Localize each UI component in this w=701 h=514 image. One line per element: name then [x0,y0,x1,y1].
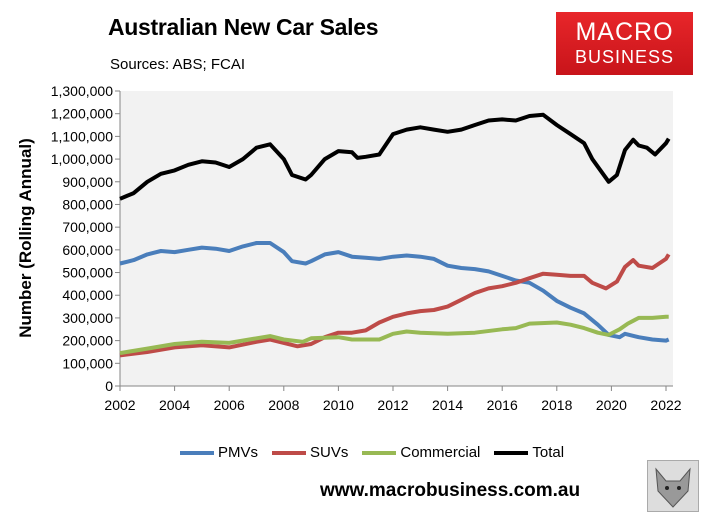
x-tick-label: 2016 [487,397,518,413]
logo-line1: MACRO [575,18,674,46]
x-tick-label: 2008 [268,397,299,413]
y-tick-label: 100,000 [62,355,113,371]
y-tick-label: 600,000 [62,242,113,258]
y-tick-label: 500,000 [62,265,113,281]
legend-item: Total [494,444,564,461]
x-tick-label: 2012 [377,397,408,413]
legend-item: SUVs [272,444,348,461]
series-line-pmvs [119,241,670,343]
legend: PMVs SUVs Commercial Total [180,444,564,461]
legend-swatch [362,450,397,455]
y-tick-label: 300,000 [62,310,113,326]
legend-swatch [272,450,307,455]
x-tick-label: 2020 [596,397,627,413]
legend-label: Commercial [400,444,481,461]
y-tick-label: 1,100,000 [51,128,113,144]
macrobusiness-logo: MACRO BUSINESS [556,12,693,75]
chart-title: Australian New Car Sales [108,14,379,40]
y-tick-label: 800,000 [62,196,113,212]
x-tick-label: 2006 [214,397,245,413]
y-tick-label: 1,000,000 [51,151,113,167]
y-tick-label: 1,200,000 [51,106,113,122]
legend-item: Commercial [362,444,480,461]
chart-sources: Sources: ABS; FCAI [110,56,246,73]
x-tick-label: 2014 [432,397,463,413]
series-line-suvs [119,253,671,358]
x-tick-label: 2018 [541,397,572,413]
y-tick-label: 900,000 [62,174,113,190]
y-tick-label: 1,300,000 [51,83,113,99]
y-tick-label: 400,000 [62,287,113,303]
x-tick-label: 2022 [650,397,681,413]
y-tick-label: 200,000 [62,333,113,349]
x-tick-label: 2002 [104,397,135,413]
series-line-commercial [119,314,669,356]
legend-label: SUVs [310,444,349,461]
website-url: www.macrobusiness.com.au [320,480,581,501]
y-tick-label: 700,000 [62,219,113,235]
x-tick-label: 2010 [323,397,354,413]
y-tick-label: 0 [105,378,113,394]
legend-label: PMVs [218,444,259,461]
series-line-total [119,112,671,201]
logo-line2: BUSINESS [574,47,675,67]
legend-swatch [180,450,214,455]
x-tick-label: 2004 [159,397,190,413]
legend-item: PMVs [180,444,258,461]
legend-label: Total [532,444,565,461]
legend-swatch [494,450,529,455]
wolf-logo-icon [647,460,699,512]
